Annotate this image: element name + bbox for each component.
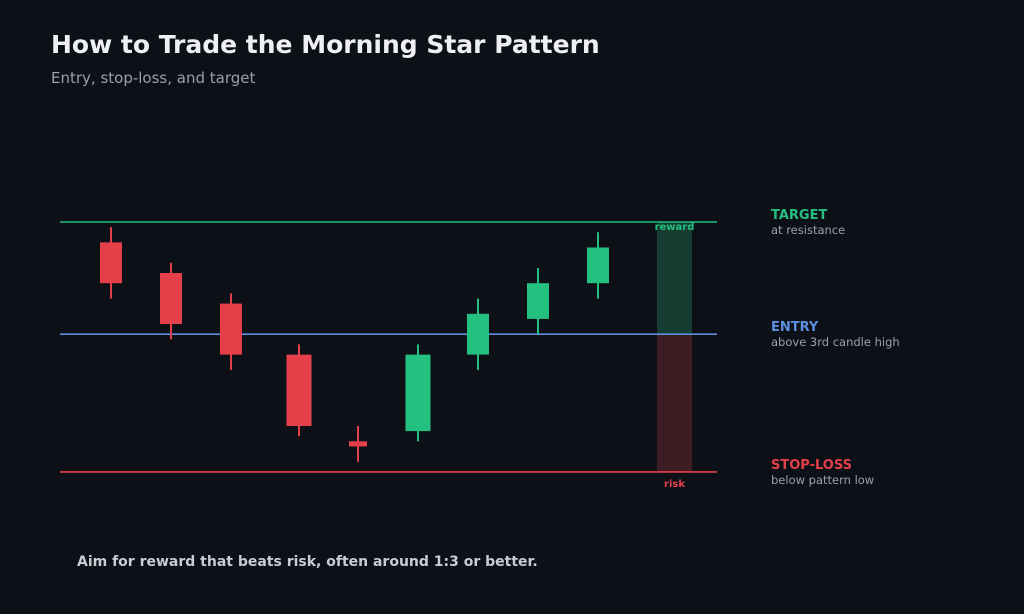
candlesticks	[100, 227, 609, 462]
candle-3	[220, 293, 242, 370]
candle-7-body	[467, 313, 489, 355]
risk-zone	[657, 334, 692, 472]
candle-7	[467, 298, 489, 370]
candle-9	[587, 232, 609, 299]
footer-note: Aim for reward that beats risk, often ar…	[77, 554, 538, 570]
candle-2	[160, 262, 182, 340]
stop-loss-label: STOP-LOSS	[771, 458, 852, 473]
entry-note: above 3rd candle high	[771, 335, 900, 349]
candle-9-body	[587, 247, 609, 284]
target-note: at resistance	[771, 223, 845, 237]
candle-2-body	[160, 273, 182, 324]
risk-label: risk	[664, 479, 685, 490]
candle-6-body	[405, 354, 431, 432]
candle-5	[349, 426, 367, 462]
entry-label: ENTRY	[771, 320, 819, 335]
stop-loss-note: below pattern low	[771, 473, 874, 487]
page-subtitle: Entry, stop-loss, and target	[51, 69, 256, 87]
page-title: How to Trade the Morning Star Pattern	[51, 30, 600, 59]
risk-reward-zones	[657, 222, 692, 472]
candle-1-body	[100, 242, 122, 284]
reward-zone	[657, 222, 692, 335]
candle-5-body	[349, 441, 367, 447]
candle-3-body	[220, 303, 242, 355]
candle-4-body	[286, 354, 312, 426]
candle-1	[100, 227, 122, 299]
candle-6	[405, 344, 431, 442]
candle-4	[286, 344, 312, 437]
level-lines	[60, 221, 717, 473]
reward-label: reward	[655, 222, 695, 233]
candle-8	[527, 267, 549, 335]
candle-8-body	[527, 283, 549, 319]
target-label: TARGET	[771, 208, 827, 223]
